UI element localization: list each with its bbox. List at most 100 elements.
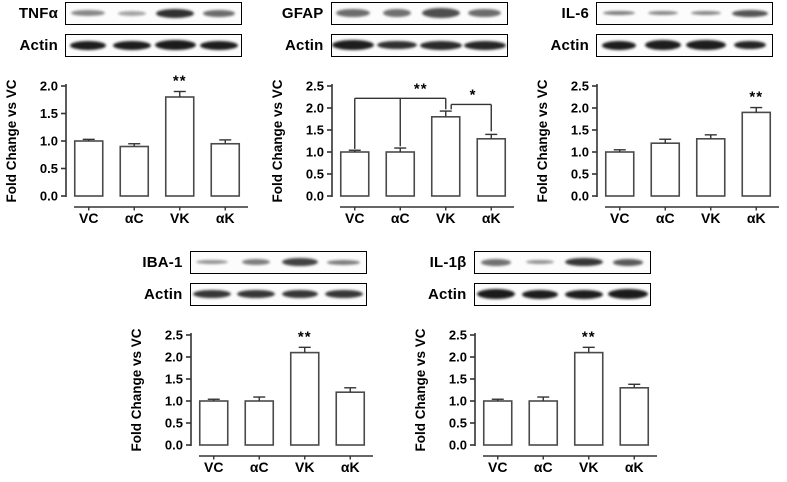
panel-tnfa: TNFα Actin Fold Change vs VC 0.0 0.5 1.0 1.5… <box>2 1 252 239</box>
panel-il1b: IL-1β Actin Fold Change vs VC 0.0 0.5 1.0 1.… <box>411 250 661 482</box>
panel-gfap: GFAP Actin Fold Change vs VC 0.0 0.5 1.0 1.5… <box>268 1 518 239</box>
bar-αK <box>741 111 772 197</box>
tnfa-band-4 <box>203 9 236 17</box>
bar-VK <box>695 138 726 197</box>
y-tick-label: 1.5 <box>448 372 466 387</box>
protein-blot-image <box>473 250 651 274</box>
il1b-band-2 <box>526 260 555 264</box>
y-tick-label: 0.5 <box>571 167 589 182</box>
gfap-actin-band-4 <box>463 40 506 50</box>
chart-svg-iba1: Fold Change vs VC 0.0 0.5 1.0 1.5 2.0 2.5 VC αC V… <box>129 328 373 475</box>
panel-iba1: IBA-1 Actin Fold Change vs VC 0.0 0.5 1.0 1.… <box>127 250 377 482</box>
y-tick-label: 2.5 <box>448 328 466 343</box>
il1b-actin-band-2 <box>522 289 559 299</box>
x-tick-label-αC: αC <box>249 459 268 475</box>
actin-label: Actin <box>19 36 58 54</box>
il1b-band-4 <box>612 258 643 266</box>
actin-label: Actin <box>144 285 183 303</box>
protein-blot-row: TNFα <box>2 1 252 25</box>
il1b-actin-band-1 <box>477 289 516 299</box>
x-tick-label-αC: αC <box>125 210 144 226</box>
y-tick-label: 2.5 <box>305 79 323 94</box>
y-axis-label: Fold Change vs VC <box>413 328 428 451</box>
chart-svg-gfap: Fold Change vs VC 0.0 0.5 1.0 1.5 2.0 2.5 VC αC V… <box>270 79 514 226</box>
significance-star: ** <box>297 328 311 345</box>
y-tick-label: 2.0 <box>571 101 589 116</box>
bar-chart: Fold Change vs VC 0.0 0.5 1.0 1.5 2.0 2.5 VC αC V… <box>127 315 377 482</box>
tnfa-band-3 <box>156 8 195 18</box>
x-tick-label-VC: VC <box>345 210 364 226</box>
significance-star: ** <box>413 80 427 97</box>
bar-αC <box>243 400 274 446</box>
x-tick-label-αC: αC <box>390 210 409 226</box>
y-tick-label: 1.0 <box>40 134 58 149</box>
y-tick-label: 2.0 <box>164 350 182 365</box>
actin-label: Actin <box>285 36 324 54</box>
gfap-actin-band-1 <box>332 40 375 50</box>
y-tick-label: 0.5 <box>164 416 182 431</box>
gfap-actin-band-2 <box>377 41 418 49</box>
chart-svg-il1b: Fold Change vs VC 0.0 0.5 1.0 1.5 2.0 2.5 VC αC V… <box>413 328 657 475</box>
panel-il6: IL-6 Actin Fold Change vs VC 0.0 0.5 1.0 1.5… <box>533 1 783 239</box>
x-tick-label-VC: VC <box>204 459 223 475</box>
iba1-actin-band-4 <box>324 290 363 298</box>
il6-band-2 <box>647 11 678 15</box>
iba1-actin-band-3 <box>281 290 318 298</box>
y-axis-label: Fold Change vs VC <box>4 79 19 202</box>
gfap-actin-band-3 <box>419 40 462 50</box>
bar-αC <box>527 400 558 446</box>
actin-blot-image <box>189 282 367 306</box>
y-tick-label: 2.0 <box>448 350 466 365</box>
il1b-band-1 <box>481 258 512 266</box>
actin-blot-row: Actin <box>268 33 518 57</box>
iba1-actin-band-2 <box>237 290 276 298</box>
x-tick-label-αC: αC <box>656 210 675 226</box>
iba1-actin-band-1 <box>193 290 232 298</box>
x-tick-label-VC: VC <box>488 459 507 475</box>
top-row: TNFα Actin Fold Change vs VC 0.0 0.5 1.0 1.5… <box>0 0 787 239</box>
protein-blot-row: IBA-1 <box>127 250 377 274</box>
protein-label: IL-1β <box>429 253 467 271</box>
y-tick-label: 0.0 <box>448 438 466 453</box>
protein-label: GFAP <box>281 4 324 22</box>
gfap-band-3 <box>421 8 460 18</box>
y-tick-label: 0.0 <box>571 189 589 204</box>
y-tick-label: 0.5 <box>40 161 58 176</box>
x-tick-label-VK: VK <box>170 210 189 226</box>
chart-svg-il6: Fold Change vs VC 0.0 0.5 1.0 1.5 2.0 2.5 VC αC V… <box>535 79 779 226</box>
protein-blot-image <box>189 250 367 274</box>
y-tick-label: 1.5 <box>305 123 323 138</box>
bar-VK <box>164 96 195 197</box>
x-tick-label-αK: αK <box>216 210 235 226</box>
protein-blot-row: IL-1β <box>411 250 661 274</box>
protein-label: TNFα <box>18 4 58 22</box>
bar-chart: Fold Change vs VC 0.0 0.5 1.0 1.5 2.0 2.5 VC αC V… <box>533 66 783 239</box>
iba1-band-4 <box>327 259 361 265</box>
bar-chart: Fold Change vs VC 0.0 0.5 1.0 1.5 2.0 VC αC VK αK… <box>2 66 252 239</box>
actin-blot-row: Actin <box>533 33 783 57</box>
bar-αC <box>650 142 681 197</box>
y-axis-label: Fold Change vs VC <box>270 79 285 202</box>
bottom-row: IBA-1 Actin Fold Change vs VC 0.0 0.5 1.0 1.… <box>0 250 787 482</box>
tnfa-band-1 <box>70 10 105 16</box>
bar-αK <box>475 138 506 197</box>
il1b-actin-band-3 <box>564 289 603 299</box>
protein-blot-image <box>65 1 242 25</box>
bar-αK <box>210 142 241 197</box>
iba1-band-1 <box>196 260 229 264</box>
protein-blot-row: IL-6 <box>533 1 783 25</box>
actin-blot-image <box>65 33 242 57</box>
protein-blot-image <box>330 1 508 25</box>
bar-αC <box>119 145 150 197</box>
bar-VC <box>604 151 635 197</box>
y-tick-label: 1.0 <box>571 145 589 160</box>
bar-VC <box>339 151 370 197</box>
y-tick-label: 1.0 <box>305 145 323 160</box>
actin-blot-image <box>330 33 508 57</box>
actin-label: Actin <box>428 285 467 303</box>
y-tick-label: 1.5 <box>40 106 58 121</box>
bar-chart: Fold Change vs VC 0.0 0.5 1.0 1.5 2.0 2.5 VC αC V… <box>268 66 518 239</box>
bar-VC <box>198 400 229 446</box>
significance-star: * <box>469 86 476 103</box>
